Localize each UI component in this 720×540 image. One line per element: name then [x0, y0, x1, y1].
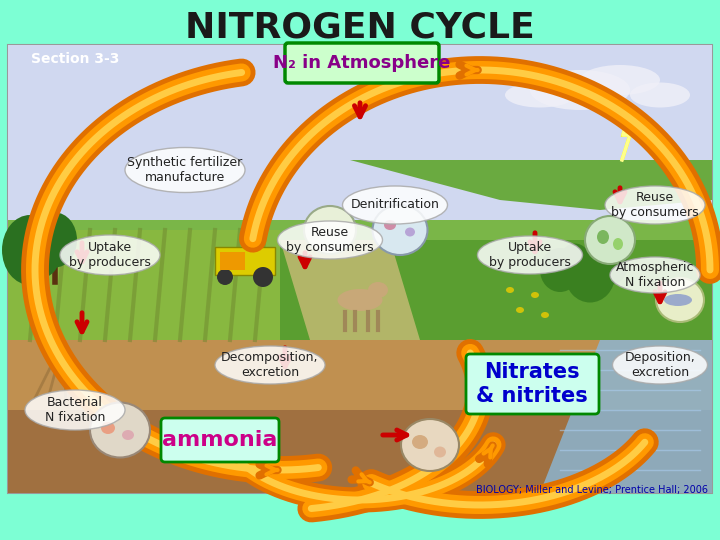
Ellipse shape	[613, 346, 708, 384]
Text: Nitrates
& nitrites: Nitrates & nitrites	[476, 362, 588, 406]
Bar	[215, 247, 275, 275]
FancyBboxPatch shape	[161, 418, 279, 462]
Ellipse shape	[401, 419, 459, 471]
Ellipse shape	[434, 447, 446, 457]
Ellipse shape	[338, 289, 382, 311]
Ellipse shape	[368, 282, 388, 298]
Text: Deposition,
excretion: Deposition, excretion	[625, 351, 696, 379]
Ellipse shape	[610, 257, 700, 293]
Ellipse shape	[304, 206, 356, 254]
Text: Reuse
by consumers: Reuse by consumers	[611, 191, 699, 219]
Ellipse shape	[122, 430, 134, 440]
Text: Reuse
by consumers: Reuse by consumers	[286, 226, 374, 254]
Text: Bacterial
N fixation: Bacterial N fixation	[45, 396, 105, 424]
Text: Uptake
by producers: Uptake by producers	[69, 241, 151, 269]
Ellipse shape	[372, 205, 428, 255]
Text: Decomposition,
excretion: Decomposition, excretion	[221, 351, 319, 379]
Ellipse shape	[412, 435, 428, 449]
Ellipse shape	[125, 147, 245, 192]
Ellipse shape	[565, 247, 615, 302]
Ellipse shape	[585, 216, 635, 264]
Polygon shape	[540, 340, 712, 493]
Bar	[220, 252, 245, 270]
Bar	[8, 45, 712, 493]
Ellipse shape	[580, 65, 660, 95]
Text: ammonia: ammonia	[162, 430, 278, 450]
Ellipse shape	[516, 307, 524, 313]
Text: Atmospheric
N fixation: Atmospheric N fixation	[616, 261, 694, 289]
Ellipse shape	[217, 269, 233, 285]
Text: N₂ in Atmosphere: N₂ in Atmosphere	[274, 54, 451, 72]
Text: NITROGEN CYCLE: NITROGEN CYCLE	[185, 10, 535, 44]
Ellipse shape	[60, 235, 160, 275]
Ellipse shape	[605, 186, 705, 224]
Text: Denitrification: Denitrification	[351, 199, 439, 212]
Text: Synthetic fertilizer
manufacture: Synthetic fertilizer manufacture	[127, 156, 243, 184]
Ellipse shape	[277, 221, 382, 259]
Ellipse shape	[24, 233, 60, 278]
Ellipse shape	[592, 245, 628, 285]
FancyBboxPatch shape	[466, 354, 599, 414]
Ellipse shape	[530, 70, 630, 110]
Ellipse shape	[506, 287, 514, 293]
Ellipse shape	[597, 230, 609, 244]
Ellipse shape	[560, 244, 590, 276]
Text: Section 3-3: Section 3-3	[31, 52, 120, 66]
Polygon shape	[8, 340, 712, 493]
Polygon shape	[8, 410, 712, 493]
Text: BIOLOGY; Miller and Levine; Prentice Hall; 2006: BIOLOGY; Miller and Levine; Prentice Hal…	[476, 485, 708, 495]
Ellipse shape	[215, 346, 325, 384]
Ellipse shape	[477, 236, 582, 274]
Ellipse shape	[343, 186, 448, 224]
Ellipse shape	[405, 227, 415, 237]
Ellipse shape	[505, 83, 575, 107]
Polygon shape	[280, 240, 420, 340]
Ellipse shape	[541, 312, 549, 318]
Ellipse shape	[531, 292, 539, 298]
Polygon shape	[8, 220, 712, 340]
Ellipse shape	[2, 215, 58, 285]
Ellipse shape	[630, 83, 690, 107]
Ellipse shape	[101, 422, 115, 434]
FancyBboxPatch shape	[285, 43, 439, 83]
Polygon shape	[8, 230, 280, 340]
Ellipse shape	[33, 213, 77, 267]
Ellipse shape	[656, 278, 704, 322]
Text: Uptake
by producers: Uptake by producers	[489, 241, 571, 269]
Ellipse shape	[613, 238, 623, 250]
Polygon shape	[280, 240, 712, 340]
Ellipse shape	[90, 402, 150, 457]
Ellipse shape	[253, 267, 273, 287]
Ellipse shape	[25, 390, 125, 430]
Ellipse shape	[540, 248, 580, 292]
Ellipse shape	[664, 294, 692, 306]
Ellipse shape	[384, 220, 396, 230]
Polygon shape	[350, 160, 712, 210]
Polygon shape	[8, 45, 712, 220]
